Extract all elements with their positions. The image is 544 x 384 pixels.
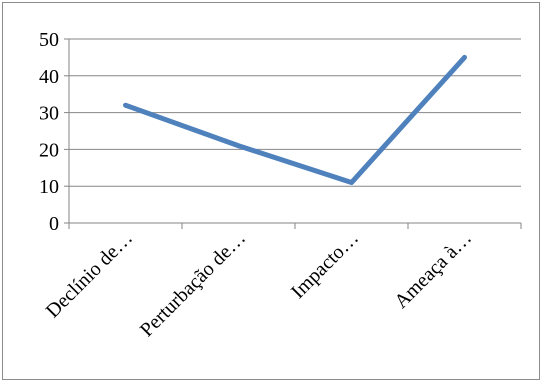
y-tick-label: 20 [39, 139, 59, 161]
x-tick-label: Ameaça à… [390, 227, 476, 313]
series-group [123, 54, 467, 186]
x-tick-label: Impacto… [287, 227, 363, 303]
series-line [123, 54, 467, 186]
x-tick-label: Declínio de… [42, 227, 137, 322]
y-tick-label: 50 [39, 29, 59, 51]
y-tick-label: 30 [39, 103, 59, 125]
data-point [125, 104, 126, 106]
x-tick-labels: Declínio de…Perturbação de… Impacto… Ameaç… [42, 227, 476, 341]
data-point [238, 145, 239, 147]
x-tick-label: Perturbação de… [136, 227, 250, 341]
y-tick-label: 40 [39, 66, 59, 88]
data-point [351, 182, 352, 184]
y-tick-label: 10 [39, 176, 59, 198]
y-tick-labels: 0 10 20 30 40 50 [39, 29, 59, 235]
chart-frame [2, 2, 540, 380]
axes [64, 38, 522, 229]
data-point [464, 56, 465, 58]
y-tick-label: 0 [49, 213, 59, 235]
